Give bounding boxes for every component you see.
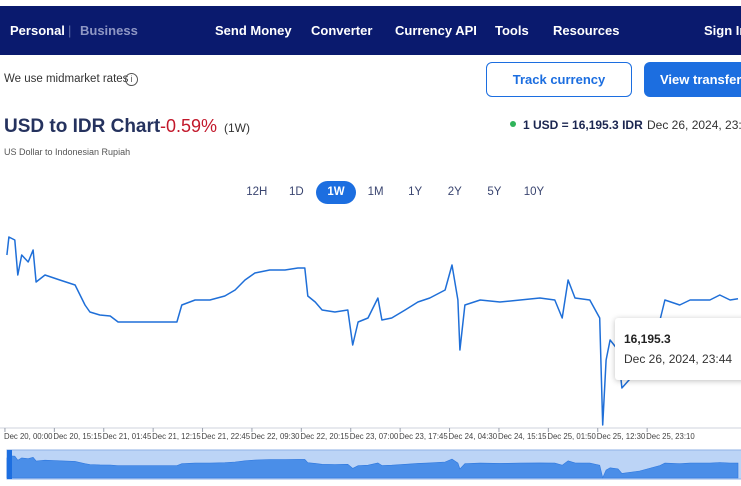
nav-personal[interactable]: Personal [10, 23, 65, 38]
range-button[interactable]: 2Y [447, 186, 462, 198]
nav-link[interactable]: Send Money [215, 23, 292, 38]
nav-link[interactable]: Tools [495, 23, 529, 38]
x-tick-label: Dec 24, 15:15 [498, 432, 547, 441]
nav-link[interactable]: Currency API [395, 23, 477, 38]
chart-title: USD to IDR Chart [4, 116, 161, 137]
tooltip-date: Dec 26, 2024, 23:44 [624, 352, 733, 366]
nav-sign-in[interactable]: Sign In [704, 23, 741, 38]
x-tick-label: Dec 25, 23:10 [646, 432, 695, 441]
price-line [6, 236, 739, 426]
range-button[interactable]: 5Y [487, 186, 502, 198]
notice: We use midmarket rates [4, 73, 129, 85]
navigator-handle [7, 450, 12, 479]
range-button[interactable]: 1D [289, 186, 304, 198]
nav-link[interactable]: Converter [311, 23, 373, 38]
subtitle: US Dollar to Indonesian Rupiah [4, 147, 131, 157]
nav-bar: Personal | Business Send Money Converter… [0, 6, 741, 55]
range-button[interactable]: 10Y [523, 186, 545, 198]
nav-divider: | [68, 23, 72, 38]
x-tick-label: Dec 21, 01:45 [103, 432, 152, 441]
x-tick-label: Dec 23, 07:00 [350, 432, 399, 441]
x-tick-label: Dec 25, 01:50 [547, 432, 596, 441]
x-tick-label: Dec 20, 15:15 [53, 432, 102, 441]
x-tick-label: Dec 23, 17:45 [399, 432, 448, 441]
rate-date: Dec 26, 2024, 23:44 [647, 118, 741, 132]
transfer-button[interactable]: View transfer [644, 62, 741, 97]
range-button[interactable]: 1Y [408, 186, 423, 198]
navigator-area [6, 455, 739, 479]
x-tick-label: Dec 21, 12:15 [152, 432, 201, 441]
tooltip-value: 16,195.3 [624, 332, 671, 346]
tooltip: 16,195.3 Dec 26, 2024, 23:44 [615, 318, 741, 380]
nav-business[interactable]: Business [80, 23, 138, 38]
period: (1W) [224, 121, 250, 135]
track-button[interactable]: Track currency [486, 62, 632, 97]
change: -0.59% [160, 116, 218, 136]
range-button[interactable]: 1W [316, 181, 356, 204]
x-tick-label: Dec 22, 09:30 [251, 432, 300, 441]
x-tick-label: Dec 22, 20:15 [300, 432, 349, 441]
x-tick-label: Dec 24, 04:30 [449, 432, 498, 441]
range-selector: 12H 1D 1W 1M 1Y 2Y 5Y 10Y [237, 181, 554, 204]
range-button[interactable]: 12H [246, 186, 268, 198]
rate: 1 USD = 16,195.3 IDR [523, 118, 643, 132]
x-tick-label: Dec 25, 12:30 [597, 432, 646, 441]
nav-link[interactable]: Resources [553, 23, 620, 38]
x-tick-label: Dec 21, 22:45 [202, 432, 251, 441]
live-dot [510, 121, 516, 127]
x-tick-label: Dec 20, 00:00 [4, 432, 53, 441]
info-icon[interactable]: i [125, 73, 138, 86]
range-button[interactable]: 1M [367, 186, 384, 198]
